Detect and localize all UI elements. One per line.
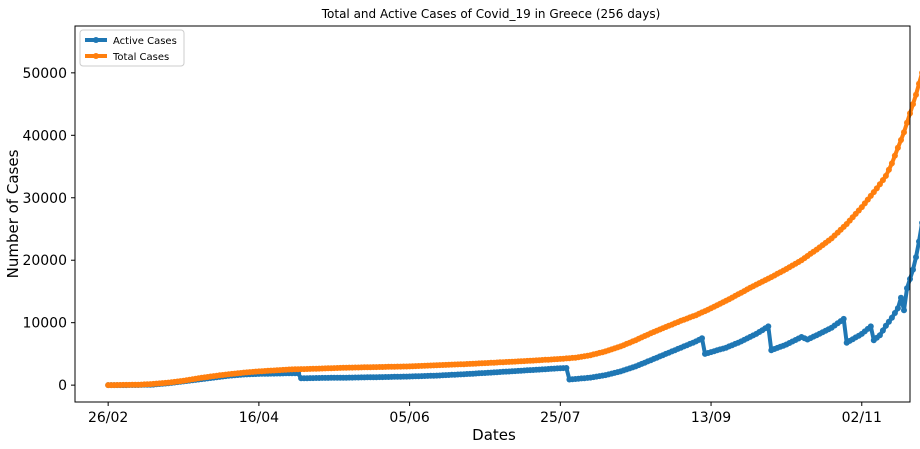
y-tick-label: 50000 [22, 66, 67, 82]
x-tick-label: 02/11 [842, 410, 882, 426]
y-tick-label: 0 [58, 378, 67, 394]
data-point [894, 305, 901, 312]
data-point [879, 327, 886, 334]
data-point [898, 294, 904, 301]
legend-marker [93, 37, 99, 43]
x-tick-label: 16/04 [239, 410, 279, 426]
data-point [879, 177, 886, 184]
y-axis-label: Number of Cases [4, 149, 22, 278]
data-point [876, 181, 883, 188]
chart-title: Total and Active Cases of Covid_19 in Gr… [321, 7, 661, 21]
legend-label: Active Cases [113, 36, 177, 47]
data-point [901, 307, 907, 314]
x-tick-label: 13/09 [691, 410, 731, 426]
data-point [563, 365, 570, 371]
y-tick-label: 10000 [22, 316, 67, 332]
data-point [699, 335, 705, 342]
data-point [885, 166, 892, 173]
x-tick-label: 05/06 [389, 410, 429, 426]
x-tick-label: 25/07 [540, 410, 580, 426]
data-point [904, 285, 910, 292]
data-point [891, 310, 898, 316]
data-point [894, 144, 901, 151]
y-tick-label: 40000 [22, 128, 67, 144]
data-point [898, 137, 904, 143]
x-axis-label: Dates [472, 426, 516, 444]
data-point [882, 172, 889, 179]
data-point [891, 152, 898, 159]
data-point [888, 160, 895, 167]
data-point [910, 101, 916, 108]
legend: Active Cases Total Cases [79, 29, 185, 67]
data-point [916, 238, 920, 245]
data-point [876, 332, 883, 339]
legend-marker [93, 53, 99, 59]
data-point [888, 314, 895, 321]
data-point [901, 129, 907, 136]
data-point [910, 266, 916, 273]
series-1 [105, 70, 920, 389]
data-point [867, 323, 874, 330]
data-point [882, 322, 889, 329]
data-point [904, 119, 910, 126]
data-point [765, 323, 772, 330]
y-tick-label: 20000 [22, 253, 67, 269]
x-tick-label: 26/02 [88, 410, 128, 426]
plot-frame [74, 25, 911, 403]
legend-label: Total Cases [112, 52, 169, 63]
data-point [916, 80, 920, 87]
data-point [913, 91, 919, 98]
y-tick-label: 30000 [22, 191, 67, 207]
data-point [873, 185, 880, 192]
data-point [840, 315, 847, 322]
data-point [913, 254, 919, 261]
